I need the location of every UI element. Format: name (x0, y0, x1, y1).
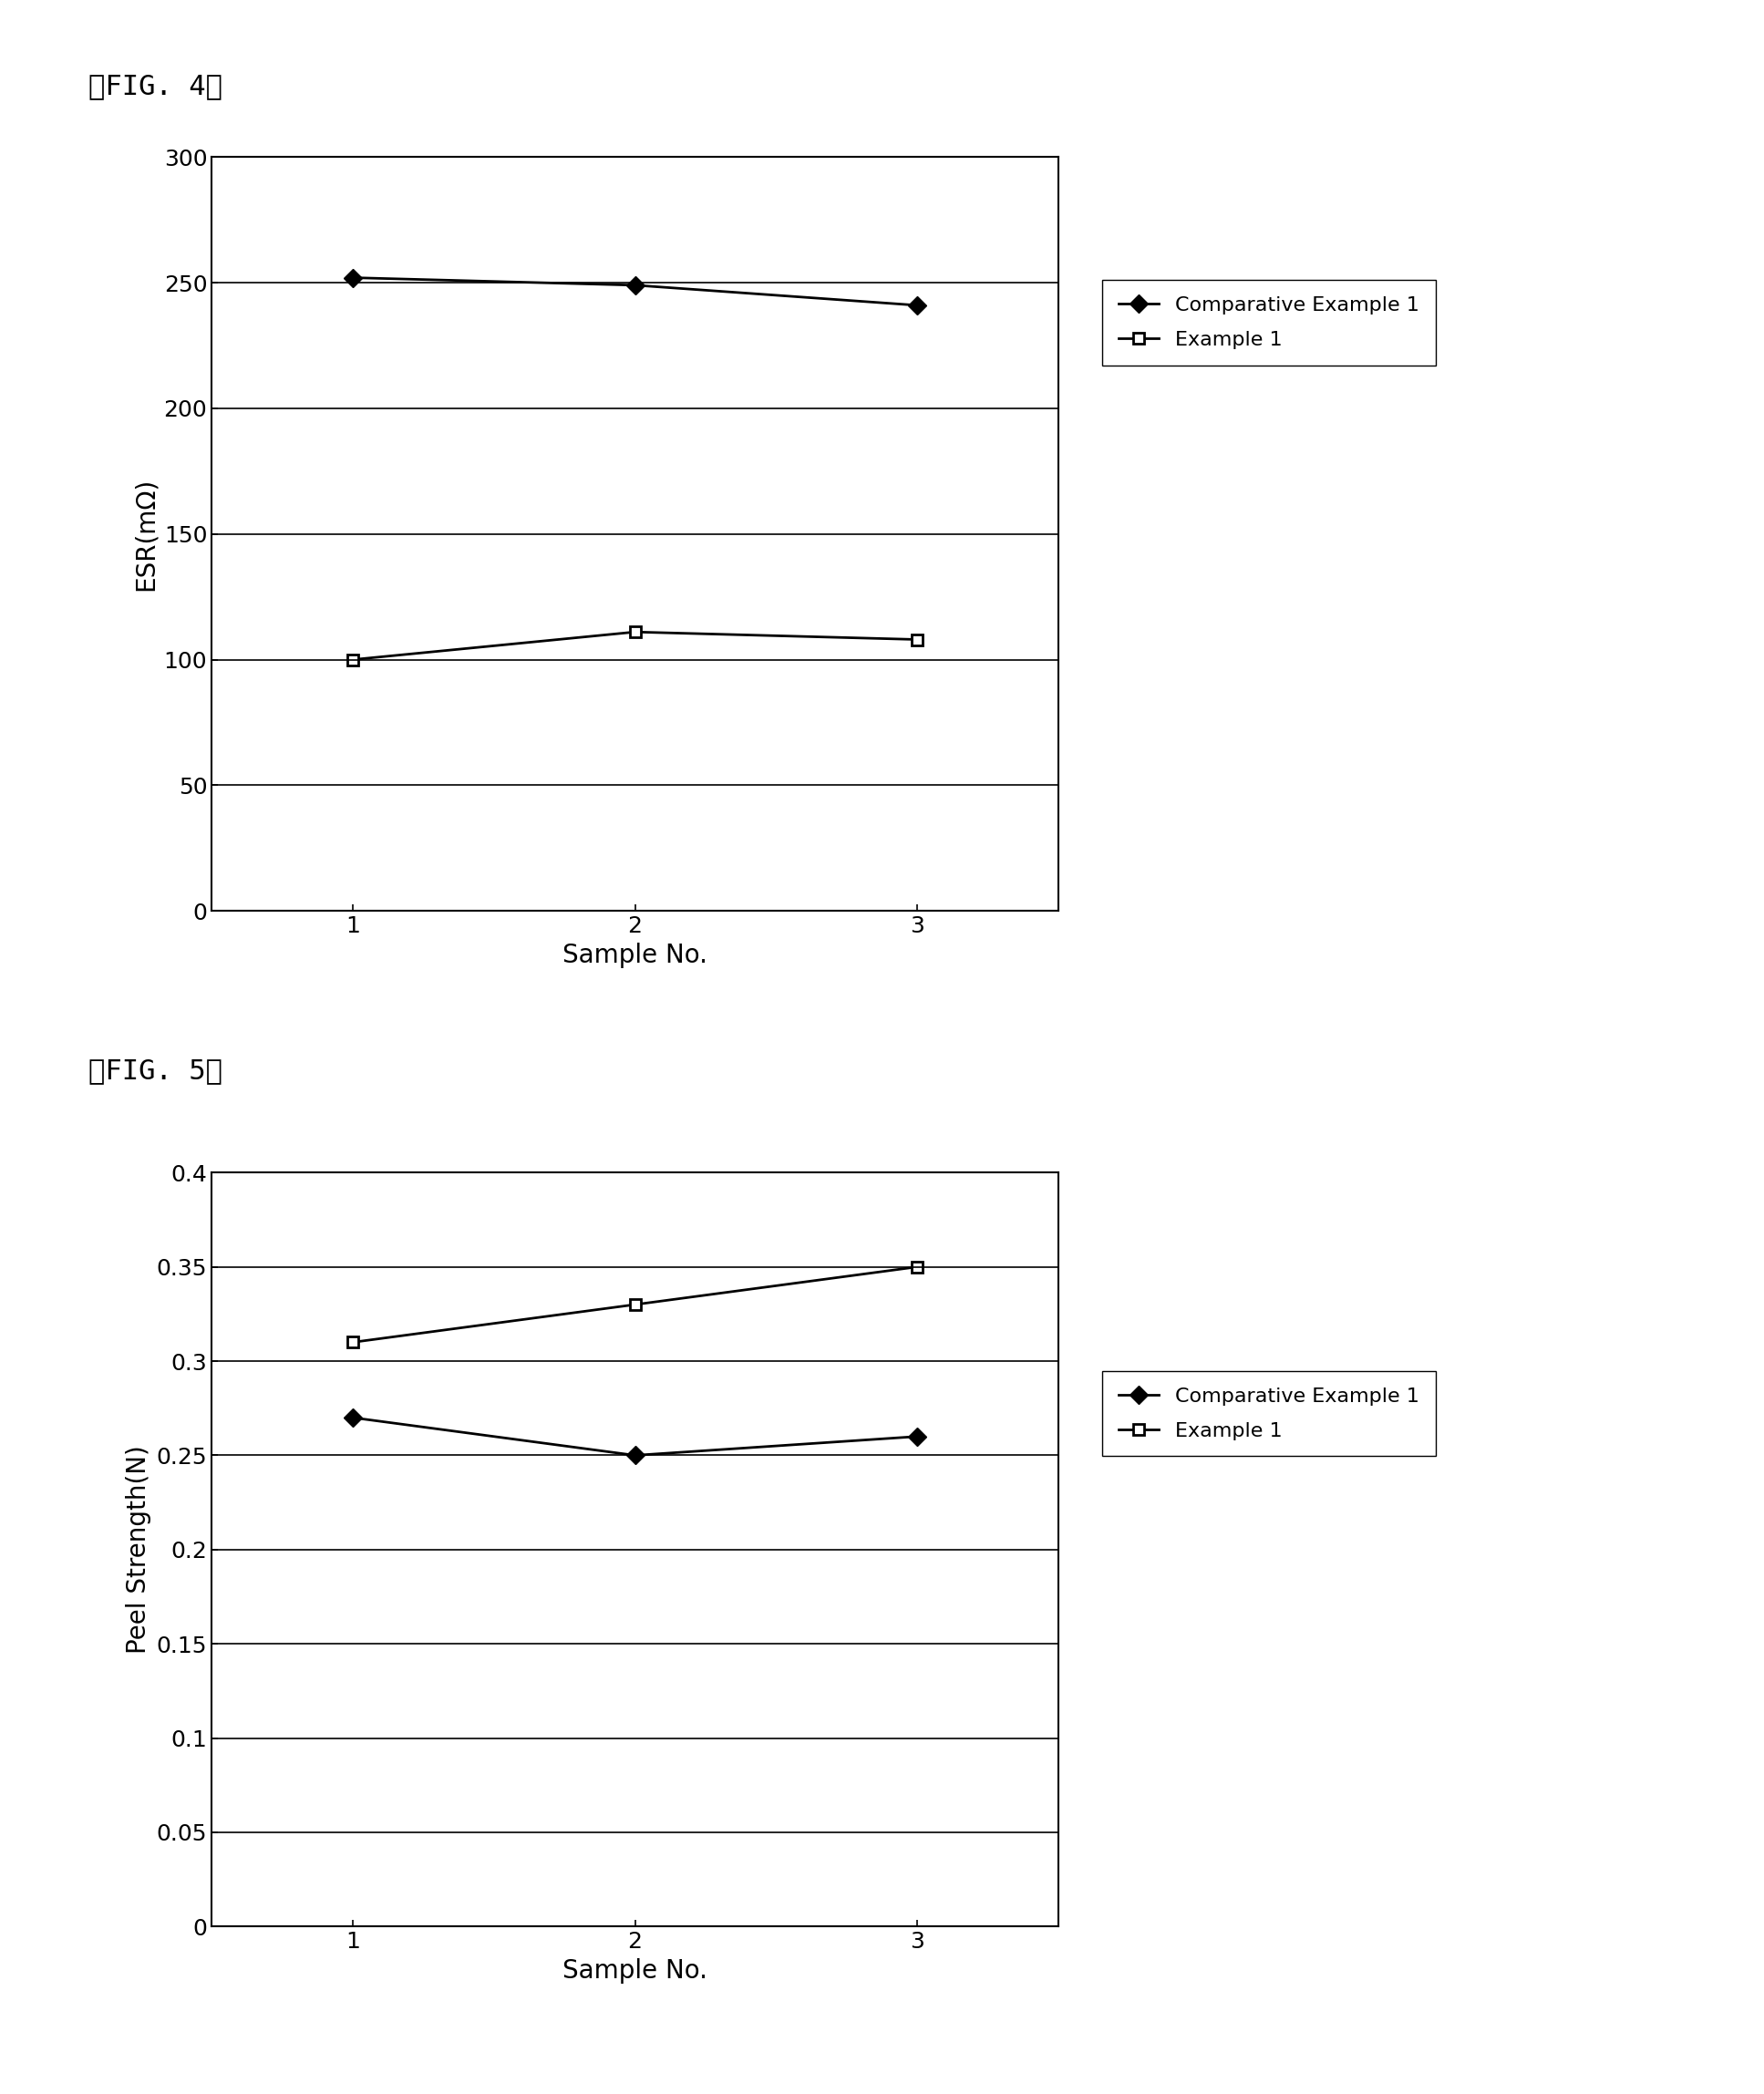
Legend: Comparative Example 1, Example 1: Comparative Example 1, Example 1 (1102, 1372, 1436, 1455)
Text: 【FIG. 4】: 【FIG. 4】 (88, 73, 222, 101)
Example 1 (907, 1254, 928, 1279)
Line: Example 1: Example 1 (348, 626, 923, 666)
Y-axis label: Peel Strength(N): Peel Strength(N) (125, 1445, 152, 1654)
Comparative Example 1 (342, 266, 363, 291)
Example 1 (624, 620, 646, 645)
Legend: Comparative Example 1, Example 1: Comparative Example 1, Example 1 (1102, 281, 1436, 364)
X-axis label: Sample No.: Sample No. (563, 1958, 707, 1983)
Example 1 (342, 647, 363, 672)
Comparative Example 1 (624, 1443, 646, 1468)
Line: Example 1: Example 1 (348, 1261, 923, 1349)
Text: 【FIG. 5】: 【FIG. 5】 (88, 1057, 222, 1085)
Y-axis label: ESR(mΩ): ESR(mΩ) (132, 477, 159, 591)
Line: Comparative Example 1: Comparative Example 1 (346, 1411, 924, 1462)
Comparative Example 1 (342, 1405, 363, 1430)
Comparative Example 1 (624, 272, 646, 297)
Comparative Example 1 (907, 1424, 928, 1449)
Line: Comparative Example 1: Comparative Example 1 (346, 272, 924, 312)
X-axis label: Sample No.: Sample No. (563, 942, 707, 967)
Example 1 (907, 626, 928, 651)
Example 1 (624, 1292, 646, 1317)
Comparative Example 1 (907, 293, 928, 318)
Example 1 (342, 1330, 363, 1355)
